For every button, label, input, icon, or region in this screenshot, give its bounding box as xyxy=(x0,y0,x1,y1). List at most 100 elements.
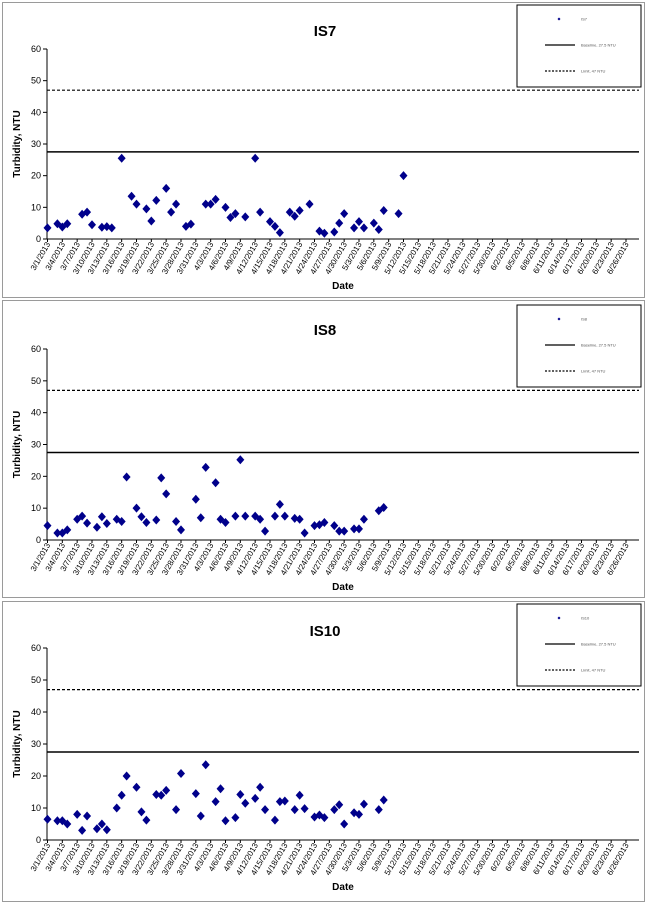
data-point xyxy=(127,191,136,201)
data-point xyxy=(132,782,141,792)
data-point xyxy=(132,503,141,513)
data-point xyxy=(256,782,265,792)
data-point xyxy=(191,494,200,504)
data-point xyxy=(43,223,52,233)
chart-title: IS8 xyxy=(314,322,337,339)
data-point xyxy=(186,219,195,229)
data-point xyxy=(83,811,92,821)
data-point xyxy=(167,207,176,217)
data-point xyxy=(216,514,225,524)
y-tick-label: 20 xyxy=(31,471,41,481)
data-point xyxy=(226,212,235,222)
data-point xyxy=(330,805,339,815)
data-point xyxy=(350,524,359,534)
data-point xyxy=(92,824,101,834)
data-point xyxy=(142,815,151,825)
chart-panel-is7: IS7 0 10 20 30 40 50 60 Turbidity, NTU 3/1/2013 3/… xyxy=(2,2,645,298)
data-point xyxy=(340,526,349,536)
data-point xyxy=(196,513,205,523)
data-point xyxy=(359,223,368,233)
y-tick-label: 0 xyxy=(36,234,41,244)
data-point xyxy=(63,219,72,229)
data-point xyxy=(236,455,245,465)
y-tick-label: 40 xyxy=(31,408,41,418)
data-point xyxy=(335,800,344,810)
data-point xyxy=(241,212,250,222)
data-point xyxy=(399,171,408,181)
data-point xyxy=(53,816,62,826)
data-point xyxy=(270,815,279,825)
legend-label: Baseline, 27.5 NTU xyxy=(581,343,616,348)
legend-label: IS8 xyxy=(581,317,588,322)
x-axis-label: Date xyxy=(332,882,354,893)
data-point xyxy=(290,805,299,815)
data-point xyxy=(117,153,126,163)
chart-panel-is8: IS8 0 10 20 30 40 50 60 Turbidity, NTU 3/1/2013 3/… xyxy=(2,300,645,598)
data-point xyxy=(162,183,171,193)
data-point xyxy=(43,521,52,531)
data-point xyxy=(330,227,339,237)
data-point xyxy=(97,512,106,522)
y-tick-label: 50 xyxy=(31,76,41,86)
data-point xyxy=(63,525,72,535)
data-point xyxy=(112,803,121,813)
data-point xyxy=(350,223,359,233)
data-point xyxy=(152,790,161,800)
data-point xyxy=(43,814,52,824)
data-point xyxy=(137,512,146,522)
data-point xyxy=(266,217,274,227)
data-point xyxy=(251,153,260,163)
legend-marker xyxy=(557,616,561,620)
data-point xyxy=(261,526,270,536)
data-point xyxy=(379,206,388,215)
data-point xyxy=(147,216,156,226)
data-point xyxy=(172,805,181,815)
data-point xyxy=(285,207,294,217)
y-tick-label: 0 xyxy=(36,535,41,545)
y-tick-label: 30 xyxy=(31,739,41,749)
legend-box xyxy=(516,304,642,388)
data-point xyxy=(270,511,279,521)
chart-title: IS7 xyxy=(314,23,337,40)
data-point xyxy=(241,511,250,521)
data-point xyxy=(374,805,383,815)
data-point xyxy=(122,472,131,482)
data-point xyxy=(270,221,279,231)
data-point xyxy=(117,517,126,527)
legend-label: IS10 xyxy=(581,616,590,621)
data-point xyxy=(201,462,210,472)
legend-marker xyxy=(557,317,561,321)
legend-label: Limit, 47 NTU xyxy=(581,69,606,74)
data-point xyxy=(216,784,225,794)
data-point xyxy=(78,825,87,835)
data-point xyxy=(231,813,240,823)
data-point xyxy=(330,521,339,531)
data-point xyxy=(275,797,284,807)
data-point xyxy=(142,204,151,214)
data-point xyxy=(177,768,185,778)
data-point xyxy=(379,503,388,513)
data-point xyxy=(78,511,87,521)
data-point xyxy=(310,521,319,531)
legend-label: IS7 xyxy=(581,17,588,22)
data-point xyxy=(355,809,363,819)
data-point xyxy=(275,499,284,509)
data-point xyxy=(221,816,230,826)
data-point xyxy=(172,199,181,209)
data-point xyxy=(236,790,245,800)
data-point xyxy=(335,218,344,228)
data-point xyxy=(88,220,96,230)
data-point xyxy=(355,217,363,227)
data-point xyxy=(211,194,220,204)
y-tick-label: 0 xyxy=(36,835,41,845)
data-point xyxy=(340,209,349,219)
legend-label: Baseline, 27.5 NTU xyxy=(581,642,616,647)
data-point xyxy=(340,819,349,829)
data-point xyxy=(320,517,329,527)
data-point xyxy=(206,199,215,209)
data-point xyxy=(162,489,171,499)
legend-label: Limit, 47 NTU xyxy=(581,668,606,673)
data-point xyxy=(231,209,240,219)
data-point xyxy=(379,795,388,805)
